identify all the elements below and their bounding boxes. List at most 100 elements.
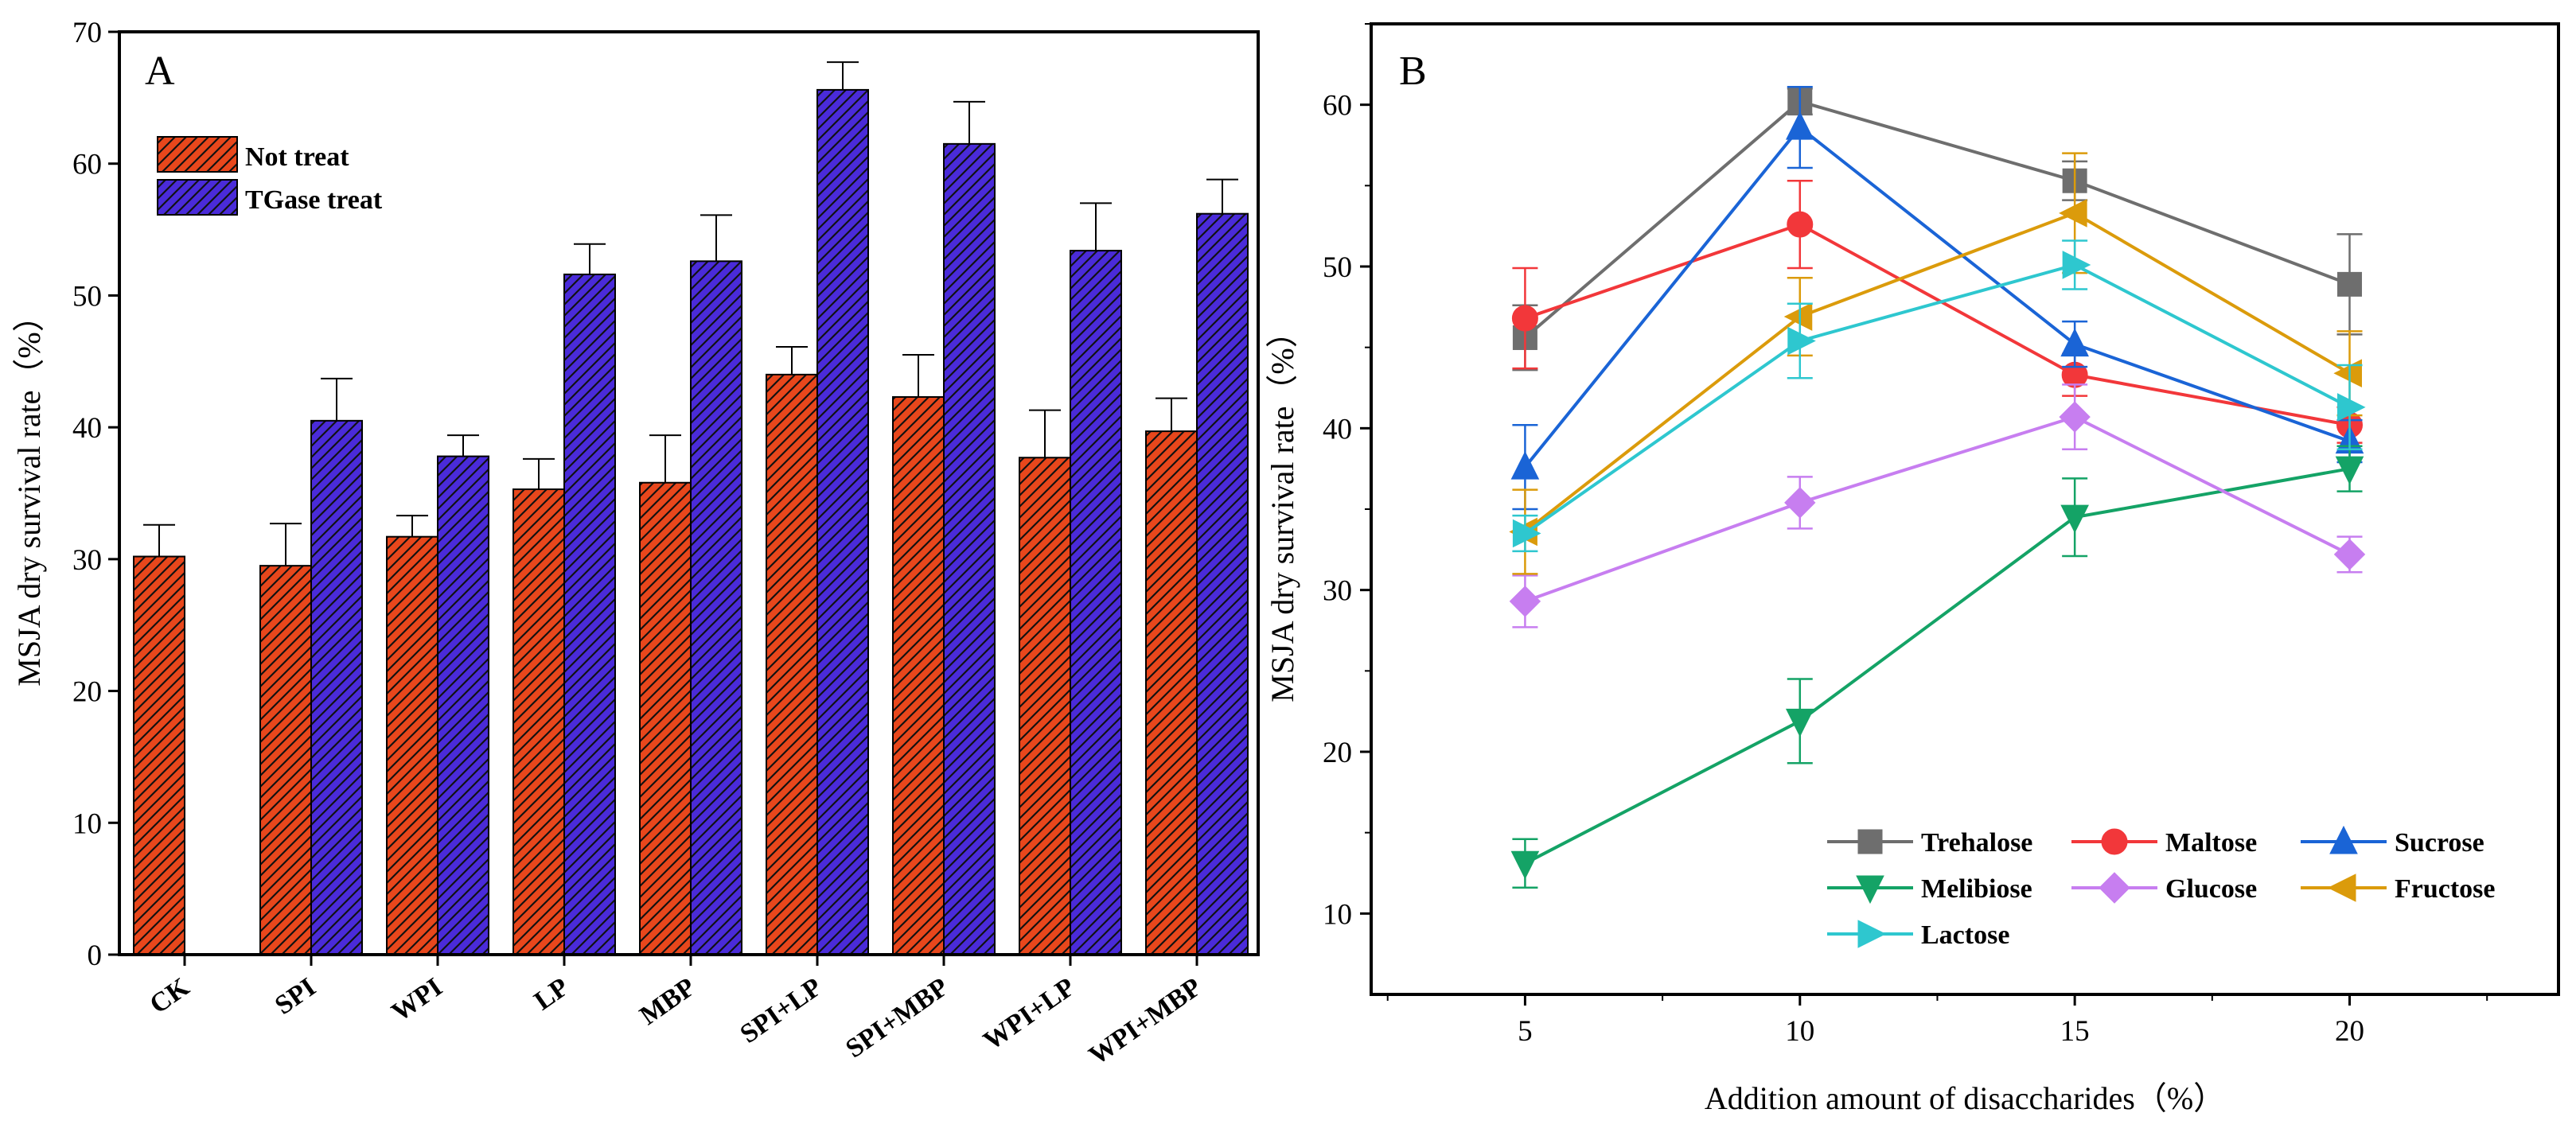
bar-tgase-treat-mbp (690, 260, 742, 956)
line-trehalose (1524, 99, 2351, 339)
error-bar-tgase-treat-wpi-mbp (1206, 178, 1238, 214)
error-bar-not-treat-mbp (649, 434, 681, 483)
point-lactose (2062, 251, 2091, 279)
series-maltose (1511, 179, 2364, 444)
y-axis-label-b: MSJA dry survival rate（%） (1265, 316, 1300, 702)
x-tick-label-b: 10 (1785, 1015, 1814, 1048)
point-sucrose (1510, 451, 1540, 480)
point-sucrose (1785, 111, 1814, 140)
point-maltose (1511, 305, 1538, 332)
x-tick-label-ck: CK (145, 972, 195, 1020)
point-sucrose (2060, 328, 2089, 357)
legend-label-melibiose: Melibiose (1921, 874, 2032, 904)
y-tick-label-a: 0 (88, 940, 103, 972)
x-tick-label-wpi: WPI (387, 972, 448, 1027)
y-tick-label-a: 40 (72, 412, 102, 445)
x-tick-label-lp: LP (529, 972, 575, 1016)
line-sucrose (1523, 125, 2351, 469)
bar-not-treat-mbp (639, 481, 692, 955)
y-tick-label-b: 60 (1323, 90, 1352, 123)
x-tick-label-b: 15 (2060, 1015, 2090, 1048)
y-tick-label-a: 60 (72, 149, 102, 181)
plot-frame-a (118, 30, 1260, 956)
x-tick-label-spi: SPI (270, 972, 322, 1021)
y-tick-label-b: 40 (1323, 413, 1352, 445)
legend-label-fructose: Fructose (2395, 874, 2496, 904)
point-fructose (1783, 302, 1813, 331)
bar-tgase-treat-wpi-lp (1070, 250, 1122, 956)
error-bar-not-treat-wpi-lp (1029, 409, 1061, 458)
legend-a: Not treat TGase treat (157, 136, 383, 216)
error-bar-not-treat-ck (143, 523, 175, 557)
x-tick-label-mbp: MBP (634, 972, 700, 1031)
legend-marker-lactose (1857, 920, 1887, 948)
point-lactose (2337, 393, 2366, 422)
bar-tgase-treat-wpi-mbp (1196, 212, 1249, 955)
y-axis-label-a: MSJA dry survival rate（%） (11, 300, 47, 687)
error-bar-tgase-treat-lp (574, 243, 606, 274)
y-tick-label-a: 20 (72, 676, 102, 709)
point-melibiose (2335, 456, 2364, 485)
point-glucose (2059, 401, 2091, 433)
bar-chart-panel-a: 0 10 20 30 40 50 60 70 CK SPI WPI LP MBP SPI+LP SPI+M… (11, 17, 1260, 1071)
error-bar-tgase-treat-mbp (700, 214, 732, 262)
legend-label-not-treat: Not treat (245, 142, 349, 172)
legend-label-tgase-treat: TGase treat (245, 185, 383, 215)
error-bar-not-treat-wpi-mbp (1155, 397, 1187, 432)
x-axis-label-b: Addition amount of disaccharides（%） (1705, 1080, 2225, 1116)
bar-not-treat-lp (512, 488, 565, 955)
y-tick-label-b: 20 (1323, 737, 1352, 769)
legend-swatch-not-treat (157, 136, 238, 173)
legend-swatch-tgase-treat (157, 179, 238, 216)
x-tick-label-b: 5 (1518, 1015, 1533, 1048)
y-tick-label-b: 10 (1323, 898, 1352, 931)
series-lactose (1512, 239, 2366, 553)
bar-tgase-treat-wpi (437, 455, 489, 955)
error-bar-not-treat-spi-lp (776, 346, 808, 375)
bar-not-treat-wpi-mbp (1145, 430, 1198, 955)
error-bar-tgase-treat-spi (321, 377, 353, 421)
bar-not-treat-ck (133, 555, 185, 955)
line-lactose (1524, 263, 2351, 535)
y-tick-label-a: 10 (72, 807, 102, 840)
point-maltose (1787, 211, 1814, 238)
x-tick-label-b: 20 (2335, 1015, 2364, 1048)
error-bar-tgase-treat-spi-mbp (953, 100, 985, 144)
error-bar-tgase-treat-spi-lp (827, 61, 859, 90)
x-tick-label-wpi-mbp: WPI+MBP (1084, 972, 1207, 1071)
bar-not-treat-spi-mbp (892, 396, 945, 955)
legend-marker-maltose (2101, 828, 2128, 855)
error-bar-not-treat-spi-mbp (902, 354, 934, 398)
bar-tgase-treat-spi (310, 419, 363, 955)
legend-marker-sucrose (2329, 825, 2358, 854)
panel-label-a: A (145, 49, 175, 94)
legend-label-maltose: Maltose (2165, 828, 2257, 858)
line-melibiose (1524, 467, 2350, 866)
bar-not-treat-spi (259, 565, 312, 956)
x-tick-label-spi-mbp: SPI+MBP (840, 972, 953, 1064)
point-glucose (2333, 539, 2366, 570)
legend-label-lactose: Lactose (1921, 920, 2009, 950)
error-bar-not-treat-spi (270, 523, 302, 566)
legend-label-trehalose: Trehalose (1921, 828, 2032, 858)
legend-marker-glucose (2099, 872, 2130, 904)
error-bar-tgase-treat-wpi-lp (1080, 202, 1112, 251)
legend-marker-fructose (2327, 873, 2356, 902)
legend-label-sucrose: Sucrose (2395, 828, 2484, 858)
y-tick-label-a: 50 (72, 280, 102, 313)
y-tick-label-b: 50 (1323, 251, 1352, 284)
legend-marker-trehalose (1857, 829, 1883, 854)
point-melibiose (2060, 504, 2089, 534)
legend-b: Trehalose Maltose Sucrose Melibiose Glucose F… (1827, 825, 2496, 950)
line-glucose (1524, 414, 2351, 603)
point-lactose (1512, 519, 1541, 548)
point-melibiose (1785, 708, 1814, 737)
line-chart-panel-b: 10 20 30 40 50 60 5 10 15 20 B MSJA dry survival… (1265, 22, 2560, 1116)
bar-not-treat-spi-lp (766, 373, 818, 956)
series-glucose (1509, 383, 2366, 628)
line-maltose (1524, 222, 2350, 427)
y-tick-label-b: 30 (1323, 575, 1352, 608)
series-melibiose (1510, 445, 2364, 889)
error-bar-not-treat-wpi (396, 515, 428, 537)
